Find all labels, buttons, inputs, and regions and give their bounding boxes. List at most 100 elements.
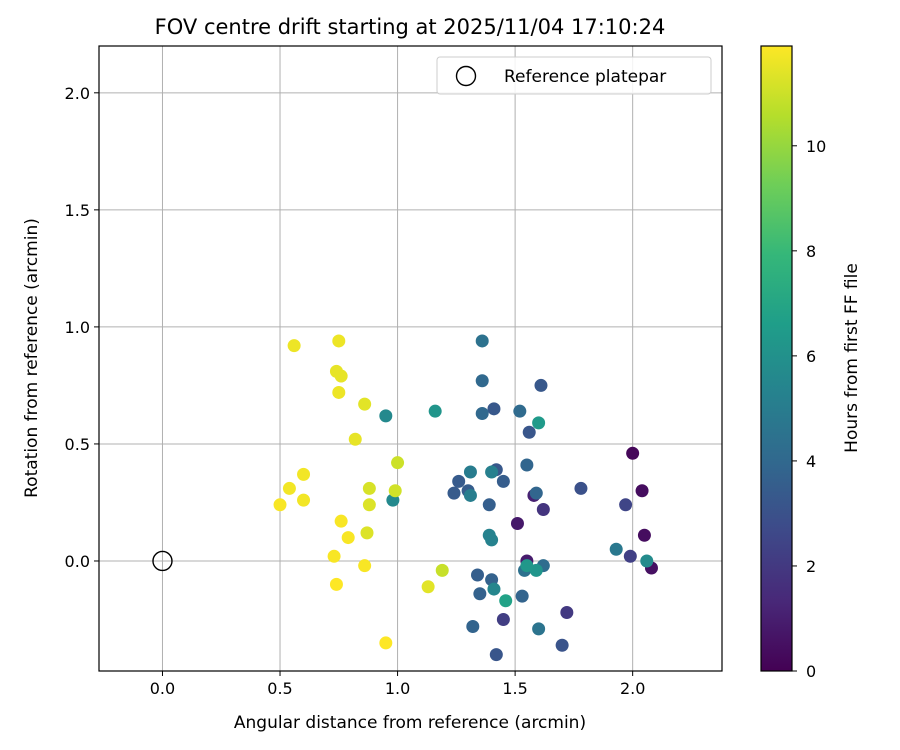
scatter-point: [379, 636, 393, 650]
x-axis-ticks: 0.0 0.5 1.0 1.5 2.0: [150, 671, 645, 698]
scatter-point: [635, 484, 649, 498]
scatter-point: [499, 594, 513, 608]
reference-marker-layer: [152, 550, 173, 572]
x-tick-label: 0.0: [150, 679, 175, 698]
colorbar-tick-label: 0: [806, 662, 816, 681]
scatter-point: [360, 526, 374, 540]
colorbar-tick-label: 10: [806, 137, 826, 156]
scatter-point: [463, 465, 477, 479]
scatter-point: [475, 334, 489, 348]
scatter-point: [452, 474, 466, 488]
scatter-point: [362, 498, 376, 512]
scatter-point: [332, 385, 346, 399]
scatter-point: [532, 622, 546, 636]
scatter-point: [496, 474, 510, 488]
y-tick-label: 1.0: [65, 318, 90, 337]
x-tick-label: 1.0: [385, 679, 410, 698]
scatter-point: [482, 498, 496, 512]
scatter-point: [574, 481, 588, 495]
scatter-point: [287, 339, 301, 353]
scatter-point: [473, 587, 487, 601]
y-tick-label: 2.0: [65, 84, 90, 103]
colorbar-tick-label: 8: [806, 242, 816, 261]
scatter-point: [332, 334, 346, 348]
scatter-point: [532, 416, 546, 430]
x-tick-label: 1.5: [502, 679, 527, 698]
y-axis-ticks: 0.0 0.5 1.0 1.5 2.0: [65, 84, 99, 571]
scatter-point: [475, 407, 489, 421]
scatter-point: [529, 486, 543, 500]
scatter-points: [273, 334, 658, 662]
grid-lines: [99, 46, 722, 671]
scatter-point: [388, 484, 402, 498]
colorbar-tick-label: 2: [806, 557, 816, 576]
legend-reference-label: Reference platepar: [504, 67, 666, 87]
plot-frame: [98, 45, 723, 672]
legend: Reference platepar: [436, 56, 712, 95]
legend-box: [436, 56, 712, 95]
scatter-point: [623, 549, 637, 563]
scatter-point: [520, 559, 534, 573]
scatter-point: [334, 514, 348, 528]
scatter-point: [379, 409, 393, 423]
colorbar-ticks: 0 2 4 6 8 10: [792, 137, 826, 681]
scatter-point: [348, 432, 362, 446]
scatter-point: [487, 402, 501, 416]
scatter-point: [609, 542, 623, 556]
scatter-point: [447, 486, 461, 500]
scatter-point: [471, 568, 485, 582]
y-axis-label: Rotation from reference (arcmin): [22, 218, 42, 498]
x-axis-label: Angular distance from reference (arcmin): [234, 713, 586, 733]
scatter-point: [560, 605, 574, 619]
scatter-point: [637, 528, 651, 542]
scatter-point: [334, 369, 348, 383]
colorbar: 0 2 4 6 8 10 Hours from first FF file: [760, 45, 862, 681]
scatter-point: [475, 374, 489, 388]
scatter-point: [489, 648, 503, 662]
legend-reference-marker: [455, 65, 477, 87]
scatter-point: [297, 493, 311, 507]
scatter-point: [515, 589, 529, 603]
scatter-point: [536, 502, 550, 516]
chart-title: FOV centre drift starting at 2025/11/04 …: [155, 15, 666, 39]
scatter-point: [362, 481, 376, 495]
scatter-point: [485, 533, 499, 547]
y-tick-label: 1.5: [65, 201, 90, 220]
scatter-point: [327, 549, 341, 563]
x-tick-label: 2.0: [620, 679, 645, 698]
colorbar-tick-label: 4: [806, 452, 816, 471]
scatter-point: [358, 559, 372, 573]
scatter-point: [329, 577, 343, 591]
scatter-point: [534, 378, 548, 392]
scatter-point: [282, 481, 296, 495]
scatter-point: [496, 613, 510, 627]
scatter-point: [421, 580, 435, 594]
scatter-point: [358, 397, 372, 411]
colorbar-gradient: [760, 45, 793, 672]
scatter-point: [626, 446, 640, 460]
y-tick-label: 0.0: [65, 552, 90, 571]
scatter-point: [510, 517, 524, 531]
scatter-point: [485, 465, 499, 479]
scatter-point: [640, 554, 654, 568]
scatter-point: [428, 404, 442, 418]
y-tick-label: 0.5: [65, 435, 90, 454]
scatter-point: [619, 498, 633, 512]
scatter-point: [555, 638, 569, 652]
scatter-point: [520, 458, 534, 472]
scatter-point: [273, 498, 287, 512]
scatter-point: [391, 456, 405, 470]
scatter-point: [522, 425, 536, 439]
colorbar-label: Hours from first FF file: [842, 263, 862, 453]
x-tick-label: 0.5: [267, 679, 292, 698]
scatter-point: [435, 563, 449, 577]
reference-platepar-marker: [152, 550, 173, 572]
scatter-point: [466, 620, 480, 634]
scatter-point: [487, 582, 501, 596]
scatter-point: [513, 404, 527, 418]
scatter-point: [297, 467, 311, 481]
scatter-point: [463, 488, 477, 502]
scatter-point: [341, 531, 355, 545]
colorbar-tick-label: 6: [806, 347, 816, 366]
